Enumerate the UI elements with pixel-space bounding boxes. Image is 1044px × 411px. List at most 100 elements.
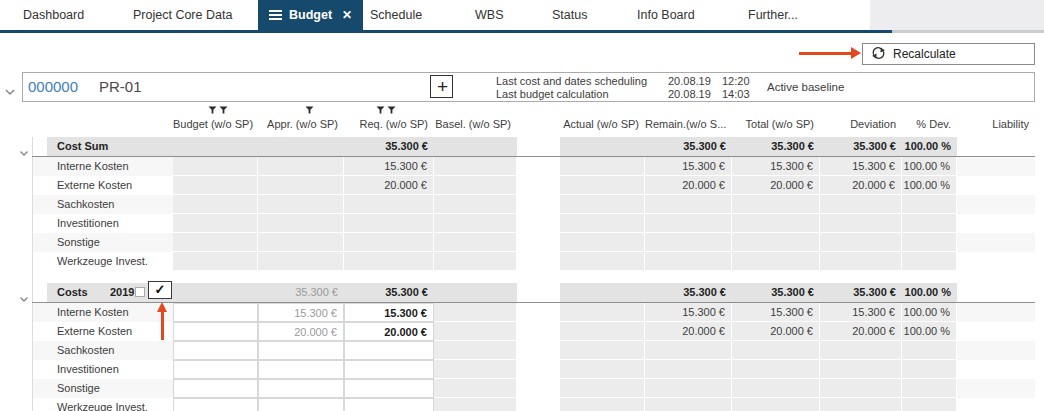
table-row: Externe Kosten20.000 €20.000 €20.000 €20…	[0, 176, 1044, 195]
filter-indicator-area	[957, 106, 1035, 117]
cell-actual	[560, 398, 645, 411]
cell-appr[interactable]	[258, 379, 344, 398]
cell-req[interactable]	[344, 360, 434, 379]
column-header-budget[interactable]: Budget (w/o SP)	[173, 106, 258, 135]
cell-req[interactable]	[344, 398, 434, 411]
cell-pdev: 100.00 %	[902, 322, 957, 341]
tab-budget[interactable]: Budget✕	[258, 0, 363, 30]
cell-liability	[957, 398, 1035, 411]
info-time: 12:20	[722, 75, 750, 87]
cell-actual	[560, 379, 645, 398]
cell-req	[344, 252, 434, 271]
column-header-req[interactable]: Req. (w/o SP)	[344, 106, 434, 135]
tab-status[interactable]: Status	[552, 0, 587, 30]
column-header-label: Appr. (w/o SP)	[258, 117, 344, 132]
recalculate-button[interactable]: Recalculate	[862, 43, 1035, 65]
column-header-label: Deviation	[820, 117, 902, 132]
column-header-label: Basel. (w/o SP)	[434, 117, 517, 132]
cell-appr[interactable]	[258, 341, 344, 360]
cell-actual	[560, 303, 645, 322]
cell-liability	[957, 303, 1035, 322]
cell-actual	[560, 341, 645, 360]
cell-appr	[258, 214, 344, 233]
column-header-label: Budget (w/o SP)	[173, 117, 258, 132]
cell-budget[interactable]	[173, 341, 258, 360]
cell-total	[732, 252, 820, 271]
filter-indicator-area	[645, 106, 732, 117]
cell-budget	[173, 176, 258, 195]
column-header-deviation[interactable]: Deviation	[820, 106, 902, 135]
close-icon[interactable]: ✕	[342, 0, 352, 30]
cell-req[interactable]	[344, 379, 434, 398]
cell-pdev	[902, 341, 957, 360]
year-checkbox[interactable]	[135, 287, 145, 297]
filter-indicator-area	[820, 106, 902, 117]
cell-basel	[434, 341, 517, 360]
cell-deviation: 20.000 €	[820, 322, 902, 341]
cell-appr[interactable]: 20.000 €	[258, 322, 344, 341]
group-header-row: Costs2019✓35.300 €35.300 €35.300 €35.300…	[0, 283, 1044, 303]
cell-req[interactable]: 15.300 €	[344, 303, 434, 322]
group-total-deviation: 35.300 €	[820, 283, 902, 302]
group-total-appr	[258, 137, 344, 156]
budget-page: Dashboard Project Core Data Budget✕Schedul…	[0, 0, 1044, 411]
cell-liability	[957, 252, 1035, 271]
cell-appr[interactable]	[258, 360, 344, 379]
column-header-label: Remain.(w/o S...	[645, 117, 732, 132]
cell-remain	[645, 398, 732, 411]
column-header-actual[interactable]: Actual (w/o SP)	[560, 106, 645, 135]
cell-budget[interactable]	[173, 398, 258, 411]
cell-total	[732, 233, 820, 252]
row-label: Werkzeuge Invest.	[33, 398, 173, 411]
active-baseline-label: Active baseline	[767, 81, 844, 93]
confirm-check-button[interactable]: ✓	[148, 281, 172, 299]
cell-budget[interactable]	[173, 360, 258, 379]
info-line: Last budget calculation 20.08.19 14:03	[0, 88, 1044, 101]
column-header-liability[interactable]: Liability	[957, 106, 1035, 135]
cell-basel	[434, 322, 517, 341]
filter-indicator-area	[258, 106, 344, 117]
group-year-label: 2019	[110, 283, 134, 302]
cell-total	[732, 360, 820, 379]
group-total-pdev: 100.00 %	[902, 137, 957, 156]
table-row: Werkzeuge Invest.	[0, 398, 1044, 411]
tab-project-core-data[interactable]: Project Core Data	[133, 0, 232, 30]
info-date: 20.08.19	[668, 88, 711, 100]
tab-info-board[interactable]: Info Board	[637, 0, 695, 30]
cell-total	[732, 214, 820, 233]
cell-appr[interactable]	[258, 398, 344, 411]
cell-actual	[560, 252, 645, 271]
tab-dashboard[interactable]: Dashboard	[23, 0, 84, 30]
menu-icon[interactable]	[269, 8, 282, 22]
info-label: Last budget calculation	[496, 88, 609, 100]
column-header-appr[interactable]: Appr. (w/o SP)	[258, 106, 344, 135]
cell-total: 15.300 €	[732, 157, 820, 176]
cell-liability	[957, 195, 1035, 214]
column-header-pdev[interactable]: % Dev.	[902, 106, 957, 135]
cell-req[interactable]	[344, 341, 434, 360]
column-header-total[interactable]: Total (w/o SP)	[732, 106, 820, 135]
tab-schedule[interactable]: Schedule	[370, 0, 422, 30]
cell-req[interactable]: 20.000 €	[344, 322, 434, 341]
cell-appr[interactable]: 15.300 €	[258, 303, 344, 322]
column-header-remain[interactable]: Remain.(w/o S...	[645, 106, 732, 135]
row-label: Investitionen	[33, 360, 173, 379]
cell-appr	[258, 157, 344, 176]
tabbar-gray-underline	[892, 30, 1044, 33]
cell-total: 15.300 €	[732, 303, 820, 322]
table-row: Investitionen	[0, 360, 1044, 379]
cell-budget[interactable]	[173, 379, 258, 398]
group-header-row: Cost Sum35.300 €35.300 €35.300 €35.300 €…	[0, 137, 1044, 157]
cell-budget[interactable]	[173, 303, 258, 322]
group-total-actual	[560, 283, 645, 302]
column-header-basel[interactable]: Basel. (w/o SP)	[434, 106, 517, 135]
cell-liability	[957, 360, 1035, 379]
cell-budget[interactable]	[173, 322, 258, 341]
cell-req: 15.300 €	[344, 157, 434, 176]
group-label: Cost Sum	[57, 137, 108, 156]
tab-further[interactable]: Further...	[748, 0, 798, 30]
cell-liability	[957, 233, 1035, 252]
cell-deviation	[820, 214, 902, 233]
tab-wbs[interactable]: WBS	[475, 0, 503, 30]
cell-total: 20.000 €	[732, 322, 820, 341]
